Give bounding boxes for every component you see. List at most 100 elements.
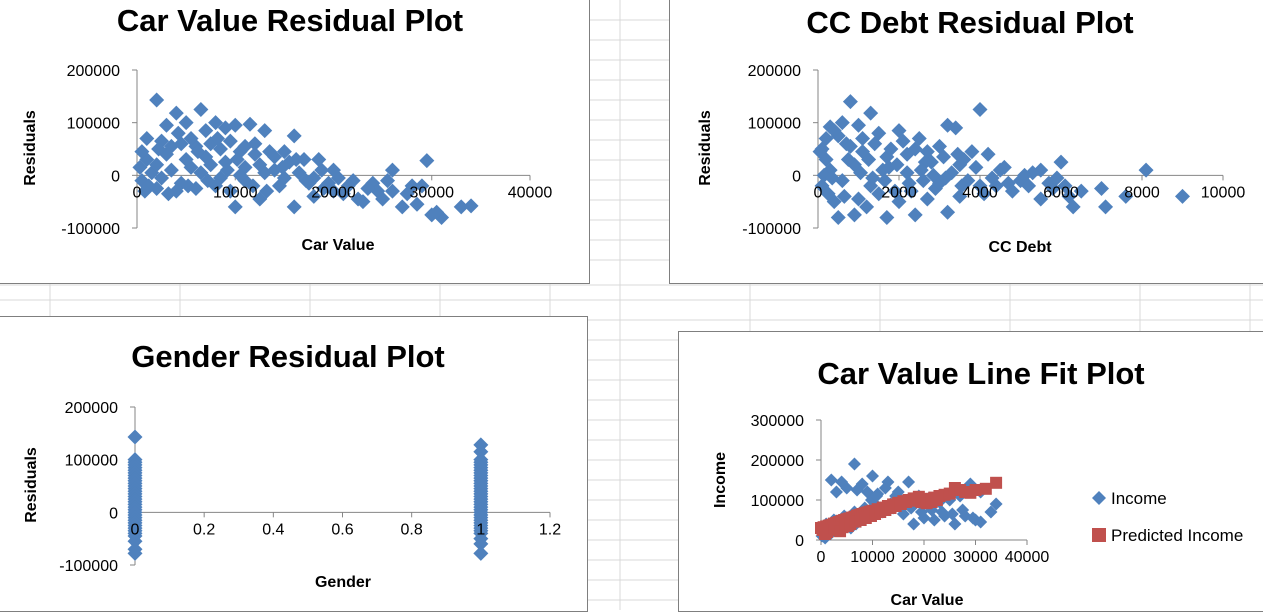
data-point [895,133,911,149]
car-value-line-fit-chart[interactable]: Car Value Line Fit Plot 0 100000 200000 3000… [678,331,1263,612]
data-point [826,123,842,139]
data-point [394,199,410,215]
data-point [824,170,840,186]
data-point [158,117,174,133]
data-point [899,165,915,181]
data-point [940,204,956,220]
data-point [262,144,278,160]
data-point [245,178,261,194]
y-axis-label: Residuals [697,110,714,186]
data-point [134,144,150,160]
data-point [127,545,143,561]
car-value-residual-chart[interactable]: Car Value Residual Plot -100000 0 100000 200… [0,0,590,284]
x-tick-label: 8000 [1124,184,1160,201]
data-point [907,207,923,223]
data-point [1049,170,1065,186]
data-point [879,209,895,225]
data-point [384,162,400,178]
data-point [314,162,330,178]
data-point [384,183,400,199]
data-point [830,209,846,225]
data-point [1094,181,1109,196]
data-point [1033,191,1049,207]
x-tick-label: 0 [131,521,140,538]
data-point [863,105,879,121]
data-point [414,178,430,194]
data-point [178,152,194,168]
data-point [160,186,176,202]
data-point [288,152,304,168]
data-point [1057,178,1073,194]
data-point [935,505,949,519]
gender-residual-plot-area: Gender Residual Plot -100000 0 100000 200000… [23,339,561,591]
data-point [137,183,153,199]
x-axis-label: Car Value [891,592,964,609]
legend-label: Income [1111,489,1167,508]
data-point [853,165,869,181]
data-point [919,144,935,160]
data-point [419,153,435,169]
x-axis-label: CC Debt [988,239,1052,256]
y-tick-label: -100000 [742,221,801,238]
data-point [252,157,268,173]
data-point [286,199,302,215]
data-point [865,170,881,186]
data-point [149,92,165,108]
data-point [178,115,194,131]
data-point [163,162,179,178]
data-point [259,183,275,199]
data-point [927,513,941,527]
y-tick-label: 200000 [67,63,120,80]
data-point [948,517,962,531]
data-point [846,207,862,223]
y-tick-label: 100000 [65,453,118,470]
data-point [871,186,887,202]
data-point [409,196,425,212]
data-point [208,115,224,131]
data-point [340,178,356,194]
data-point [296,152,312,168]
data-point-predicted [969,484,982,496]
y-tick-label: 300000 [751,413,804,430]
data-point-predicted [816,524,829,536]
y-tick-label: 0 [792,168,801,185]
data-point [976,186,992,202]
x-tick-label: 10000 [850,549,895,566]
data-point [1118,188,1134,204]
x-tick-label: 10000 [213,184,258,201]
x-tick-label: 10000 [1201,184,1246,201]
data-point [867,136,883,152]
gender-residual-chart[interactable]: Gender Residual Plot -100000 0 100000 200000… [0,316,588,612]
data-point [350,191,366,207]
x-tick-label: 0 [133,184,142,201]
data-point [878,481,892,495]
data-point [974,515,988,529]
cc-debt-residual-chart[interactable]: CC Debt Residual Plot -100000 0 100000 20000… [669,0,1263,284]
data-point [274,159,290,175]
data-point [127,533,143,549]
y-tick-label: 0 [111,168,120,185]
data-point [818,130,834,146]
y-axis-label: Residuals [22,110,39,186]
data-point [311,152,327,168]
data-point [820,186,836,202]
data-point [960,173,976,189]
data-point [919,191,935,207]
data-point [945,507,959,521]
x-tick-label: 0 [817,549,826,566]
data-point [972,102,988,117]
data-point [1000,175,1016,191]
data-point [321,175,337,191]
data-point [453,199,469,215]
data-point [1041,175,1057,191]
data-point [842,138,858,154]
car-value-line-fit-plot-area: Car Value Line Fit Plot01000002000003000… [712,356,1243,609]
y-tick-label: -100000 [61,221,120,238]
data-point [968,159,984,175]
data-point [840,152,856,168]
x-tick-label: 2000 [881,184,917,201]
data-point [247,146,263,162]
data-point [866,469,879,483]
data-point [834,173,850,189]
data-point [954,178,970,194]
